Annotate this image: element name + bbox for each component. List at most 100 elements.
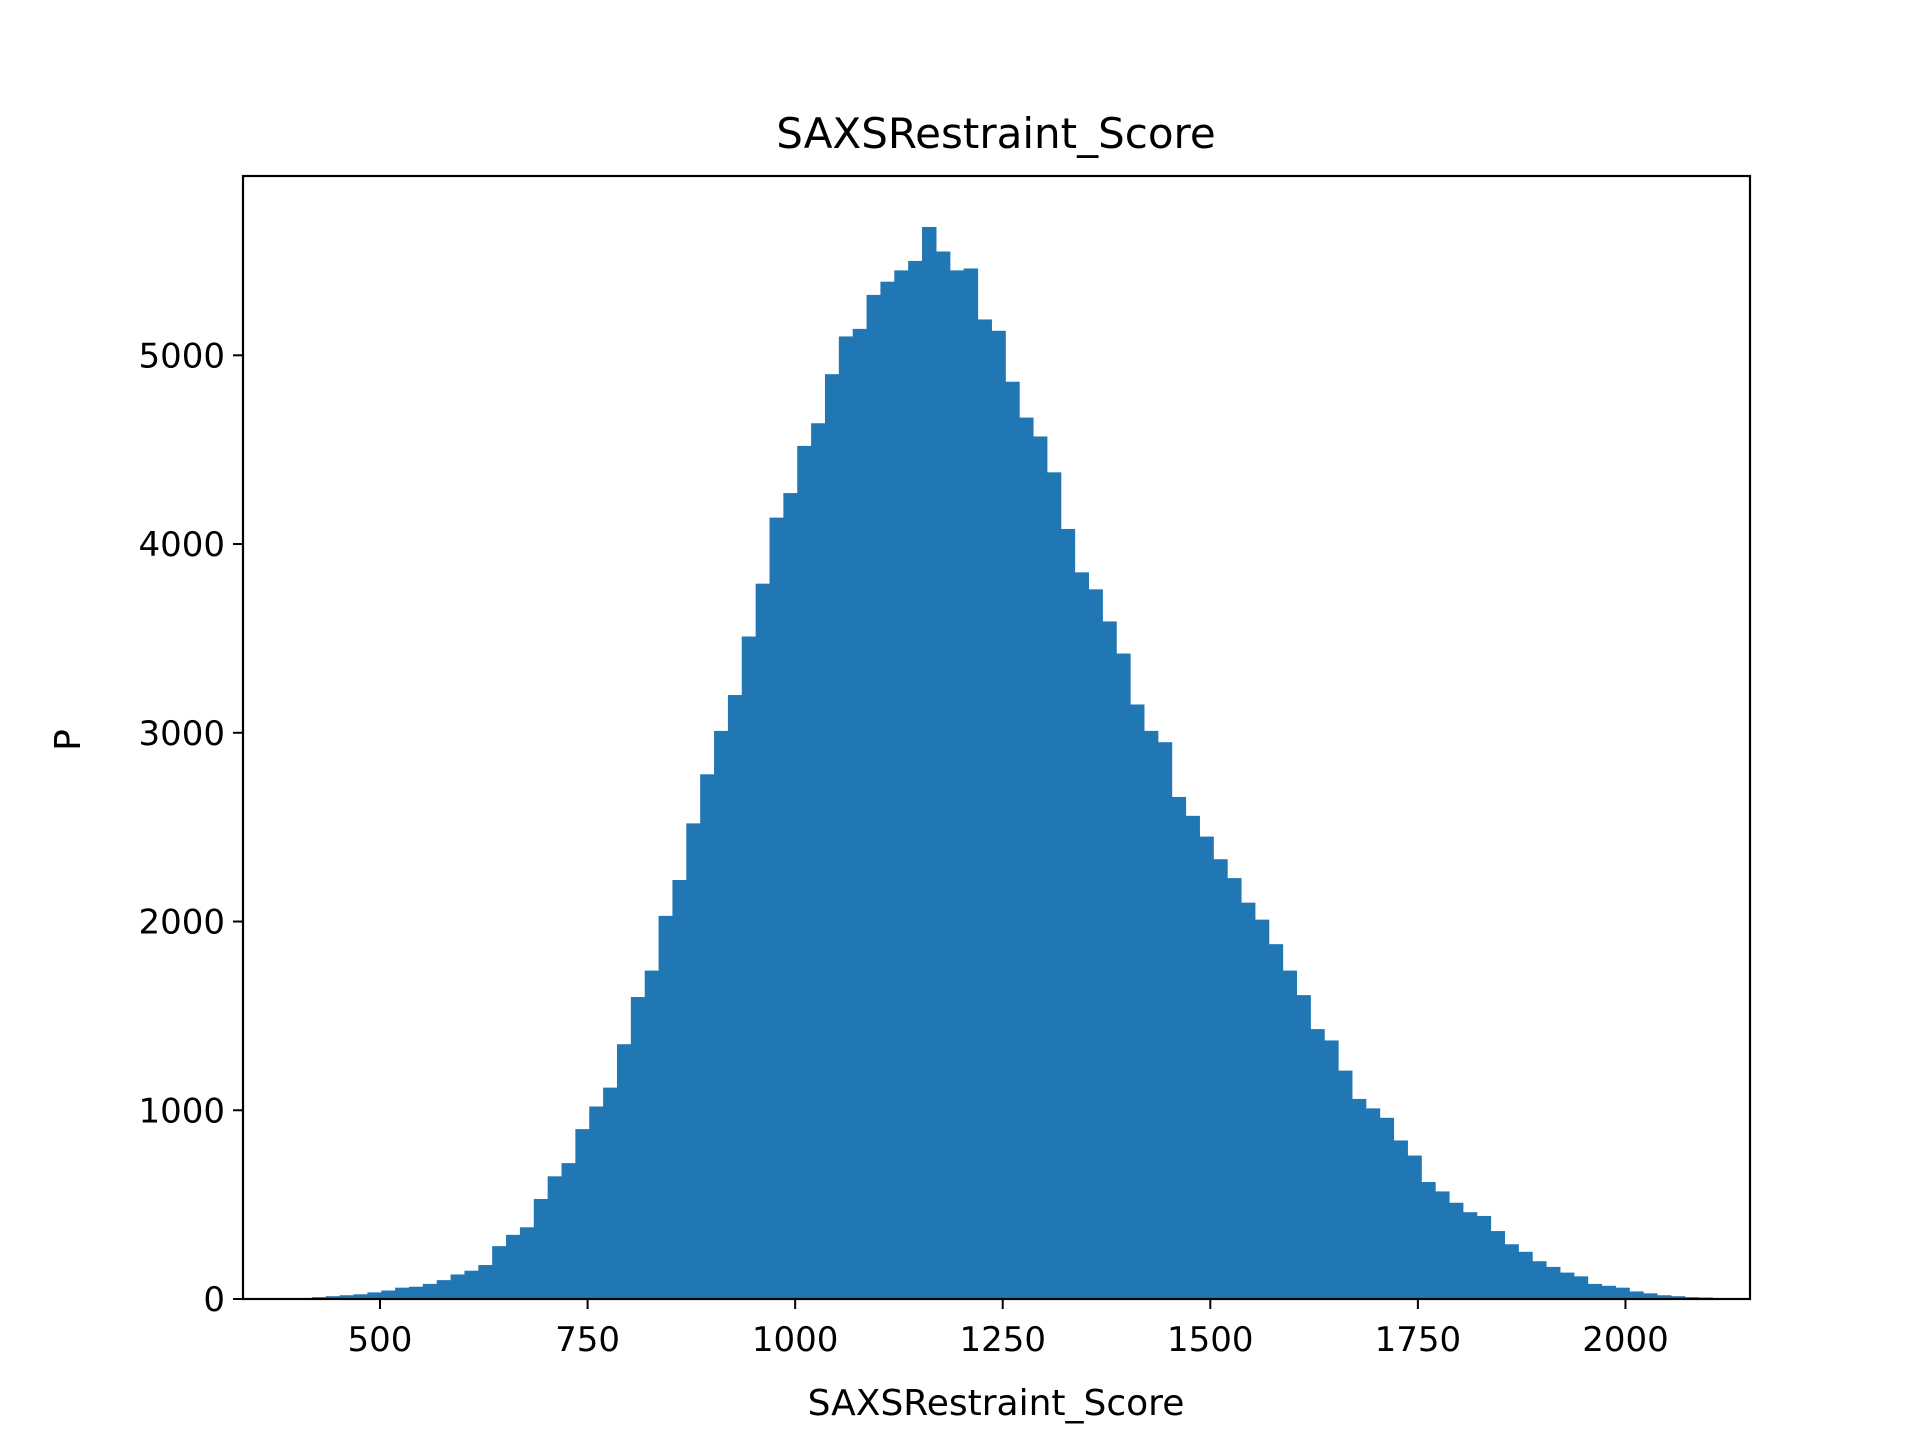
histogram-bar — [1324, 1040, 1339, 1299]
histogram-bar — [506, 1234, 521, 1299]
histogram-bar — [575, 1129, 590, 1299]
histogram-bar — [353, 1294, 368, 1299]
y-axis-label: P — [48, 729, 89, 751]
histogram-bar — [1615, 1287, 1630, 1299]
histogram-bar — [422, 1283, 438, 1299]
histogram-bar — [1532, 1261, 1547, 1299]
x-tick-label: 1250 — [959, 1320, 1046, 1360]
histogram-bar — [977, 319, 992, 1299]
histogram-bar — [1587, 1283, 1603, 1299]
histogram-bar — [1643, 1293, 1658, 1299]
histogram-bar — [1310, 1029, 1325, 1299]
x-tick-label: 750 — [555, 1320, 620, 1360]
histogram-bar — [727, 695, 743, 1299]
histogram-bar — [533, 1198, 549, 1299]
histogram-bar — [686, 823, 701, 1299]
histogram-bar — [1074, 572, 1090, 1299]
x-tick-label: 1000 — [752, 1320, 839, 1360]
histogram-bar — [547, 1176, 563, 1299]
histogram-bar — [325, 1296, 341, 1299]
histogram-bar — [1656, 1295, 1672, 1299]
x-tick-label: 1750 — [1375, 1320, 1462, 1360]
histogram-bars — [311, 226, 1741, 1300]
histogram-bar — [1254, 919, 1270, 1299]
histogram-bar — [1171, 796, 1187, 1299]
histogram-bar — [852, 328, 868, 1299]
y-tick-label: 0 — [203, 1280, 225, 1320]
histogram-bar — [700, 774, 715, 1299]
histogram-bar — [741, 636, 757, 1299]
histogram-bar — [519, 1227, 535, 1299]
y-tick-label: 1000 — [138, 1091, 225, 1131]
x-tick-label: 1500 — [1167, 1320, 1254, 1360]
histogram-bar — [1296, 995, 1311, 1299]
y-tick-label: 4000 — [138, 525, 225, 565]
histogram-bar — [783, 493, 798, 1300]
histogram-bar — [589, 1106, 604, 1299]
histogram-bar — [1504, 1244, 1519, 1299]
histogram-bar — [672, 880, 687, 1299]
histogram-bar — [797, 445, 812, 1299]
histogram-bar — [755, 583, 771, 1299]
histogram-bar — [1421, 1181, 1436, 1299]
histogram-bar — [616, 1044, 632, 1299]
histogram-bar — [838, 336, 854, 1299]
histogram-bar — [450, 1274, 466, 1299]
histogram-bar — [880, 281, 895, 1299]
histogram-bar — [408, 1286, 424, 1299]
histogram-bar — [935, 251, 951, 1299]
histogram-bar — [1435, 1191, 1450, 1299]
histogram-bar — [1462, 1212, 1478, 1299]
histogram-bar — [1199, 836, 1214, 1299]
histogram-bar — [367, 1292, 382, 1299]
histogram-bar — [1407, 1155, 1422, 1299]
histogram-bar — [1670, 1296, 1686, 1299]
histogram-bar — [1157, 742, 1173, 1299]
histogram-bar — [1518, 1251, 1533, 1299]
histogram-bar — [1032, 436, 1048, 1300]
histogram-bar — [1227, 878, 1242, 1299]
histogram-bar — [991, 330, 1006, 1299]
histogram-bar — [436, 1280, 452, 1299]
histogram-bar — [1476, 1215, 1492, 1299]
histogram-bar — [1213, 859, 1228, 1299]
histogram-bar — [1143, 730, 1159, 1299]
histogram-bar — [769, 517, 784, 1299]
x-axis-label: SAXSRestraint_Score — [808, 1383, 1185, 1424]
histogram-bar — [1393, 1140, 1408, 1299]
histogram-bar — [1351, 1098, 1367, 1299]
histogram-bar — [1282, 970, 1298, 1299]
histogram-bar — [894, 270, 909, 1299]
histogram-bar — [644, 970, 660, 1299]
histogram-bar — [395, 1287, 410, 1299]
histogram-bar — [866, 294, 882, 1299]
histogram-bar — [1338, 1070, 1353, 1299]
y-tick-label: 3000 — [138, 714, 225, 754]
histogram-bar — [1601, 1285, 1616, 1299]
histogram-bar — [1185, 815, 1200, 1299]
histogram-bar — [1379, 1117, 1395, 1299]
histogram-bar — [630, 997, 646, 1299]
histogram-bar — [908, 260, 923, 1300]
histogram-bar — [949, 270, 965, 1299]
histogram-bar — [714, 730, 729, 1299]
chart-title: SAXSRestraint_Score — [776, 109, 1215, 158]
histogram-bar — [1046, 472, 1062, 1299]
histogram-bar — [1240, 902, 1256, 1299]
histogram-bar — [1088, 589, 1103, 1299]
histogram-bar — [1629, 1291, 1644, 1299]
x-tick-label: 2000 — [1582, 1320, 1669, 1360]
y-tick-label: 2000 — [138, 903, 225, 943]
histogram-bar — [1559, 1272, 1575, 1299]
histogram-bar — [922, 226, 937, 1300]
histogram-bar — [1448, 1202, 1464, 1299]
histogram-bar — [811, 423, 826, 1299]
histogram-bar — [1545, 1266, 1561, 1299]
x-axis-ticks: 500 750 1000 1250 1500 1750 2000 — [348, 1299, 1669, 1360]
histogram-bar — [339, 1295, 355, 1299]
histogram-bar — [963, 268, 979, 1300]
histogram-bar — [1005, 381, 1020, 1300]
histogram-bar — [1130, 704, 1145, 1299]
